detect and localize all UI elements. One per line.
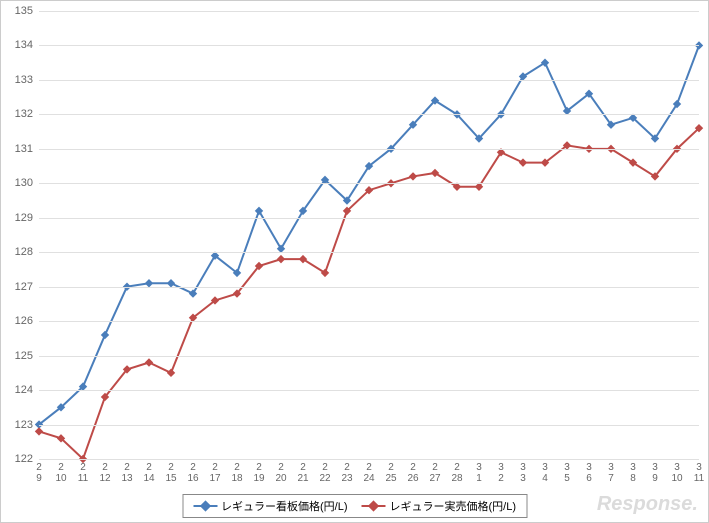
y-tick-label: 129 bbox=[15, 212, 33, 224]
series-marker bbox=[520, 159, 527, 166]
series-marker bbox=[146, 280, 153, 287]
gridline bbox=[39, 149, 699, 150]
series-line-1 bbox=[39, 128, 699, 459]
legend-marker-0 bbox=[193, 500, 217, 512]
gridline bbox=[39, 287, 699, 288]
series-marker bbox=[102, 331, 109, 338]
gridline bbox=[39, 356, 699, 357]
x-tick-label: 212 bbox=[99, 462, 110, 484]
x-tick-label: 216 bbox=[187, 462, 198, 484]
y-tick-label: 124 bbox=[15, 384, 33, 396]
series-marker bbox=[278, 256, 285, 263]
chart-container: 122 123 124 125 126 127 128 129 130 131 132 133 134 1… bbox=[0, 0, 709, 523]
y-tick-label: 135 bbox=[15, 5, 33, 17]
x-tick-label: 221 bbox=[297, 462, 308, 484]
x-tick-label: 29 bbox=[36, 462, 42, 484]
x-tick-label: 34 bbox=[542, 462, 548, 484]
x-tick-label: 211 bbox=[78, 462, 88, 484]
legend-marker-1 bbox=[362, 500, 386, 512]
gridline bbox=[39, 425, 699, 426]
series-marker bbox=[168, 280, 175, 287]
x-tick-label: 220 bbox=[275, 462, 286, 484]
legend-label-1: レギュラー実売価格(円/L) bbox=[390, 498, 517, 514]
gridline bbox=[39, 114, 699, 115]
series-marker bbox=[168, 369, 175, 376]
series-line-0 bbox=[39, 45, 699, 424]
x-tick-label: 33 bbox=[520, 462, 526, 484]
y-tick-label: 127 bbox=[15, 281, 33, 293]
series-marker bbox=[146, 359, 153, 366]
series-marker bbox=[36, 428, 43, 435]
gridline bbox=[39, 80, 699, 81]
y-tick-label: 125 bbox=[15, 350, 33, 362]
gridline bbox=[39, 11, 699, 12]
y-tick-label: 123 bbox=[15, 419, 33, 431]
x-tick-label: 35 bbox=[564, 462, 570, 484]
x-tick-label: 218 bbox=[231, 462, 242, 484]
x-tick-label: 38 bbox=[630, 462, 636, 484]
x-tick-label: 36 bbox=[586, 462, 592, 484]
legend-item-1: レギュラー実売価格(円/L) bbox=[362, 498, 517, 514]
gridline bbox=[39, 459, 699, 460]
gridline bbox=[39, 45, 699, 46]
x-tick-label: 228 bbox=[451, 462, 462, 484]
x-tick-label: 225 bbox=[385, 462, 396, 484]
y-tick-label: 133 bbox=[15, 74, 33, 86]
y-tick-label: 130 bbox=[15, 177, 33, 189]
legend-label-0: レギュラー看板価格(円/L) bbox=[221, 498, 348, 514]
x-tick-label: 215 bbox=[165, 462, 176, 484]
plot-area: 1221231241251261271281291301311321331341… bbox=[39, 11, 699, 459]
gridline bbox=[39, 390, 699, 391]
watermark: Response. bbox=[597, 493, 698, 516]
x-tick-label: 223 bbox=[341, 462, 352, 484]
x-tick-label: 224 bbox=[363, 462, 374, 484]
x-tick-label: 310 bbox=[671, 462, 682, 484]
x-tick-label: 31 bbox=[476, 462, 482, 484]
x-tick-label: 227 bbox=[429, 462, 440, 484]
y-tick-label: 126 bbox=[15, 315, 33, 327]
x-tick-label: 210 bbox=[55, 462, 66, 484]
series-marker bbox=[410, 173, 417, 180]
y-tick-label: 134 bbox=[15, 39, 33, 51]
x-tick-label: 222 bbox=[319, 462, 330, 484]
x-tick-label: 37 bbox=[608, 462, 614, 484]
gridline bbox=[39, 252, 699, 253]
chart-svg bbox=[39, 11, 699, 459]
legend: レギュラー看板価格(円/L) レギュラー実売価格(円/L) bbox=[182, 494, 527, 518]
x-tick-label: 214 bbox=[143, 462, 154, 484]
gridline bbox=[39, 321, 699, 322]
x-tick-label: 32 bbox=[498, 462, 504, 484]
gridline bbox=[39, 183, 699, 184]
x-tick-label: 39 bbox=[652, 462, 658, 484]
legend-item-0: レギュラー看板価格(円/L) bbox=[193, 498, 348, 514]
y-tick-label: 132 bbox=[15, 108, 33, 120]
x-tick-label: 226 bbox=[407, 462, 418, 484]
y-tick-label: 128 bbox=[15, 246, 33, 258]
x-tick-label: 311 bbox=[694, 462, 704, 484]
x-tick-label: 213 bbox=[121, 462, 132, 484]
y-tick-label: 122 bbox=[15, 453, 33, 465]
x-tick-label: 219 bbox=[253, 462, 264, 484]
gridline bbox=[39, 218, 699, 219]
x-tick-label: 217 bbox=[209, 462, 220, 484]
y-tick-label: 131 bbox=[15, 143, 33, 155]
